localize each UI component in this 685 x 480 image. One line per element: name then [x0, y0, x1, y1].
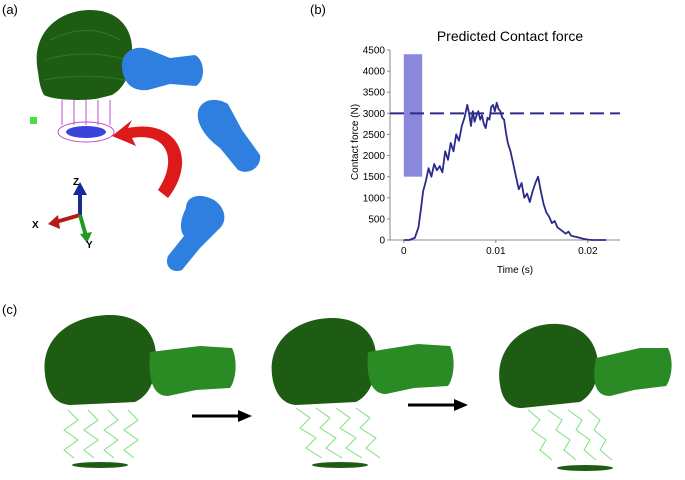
base-plate: [557, 465, 613, 471]
x-tick-label: 0: [401, 246, 407, 257]
axis-label-z: Z: [73, 177, 79, 188]
y-axis-label: Contact force (N): [350, 104, 361, 180]
shaded-band: [403, 54, 423, 177]
y-tick-label: 3500: [363, 88, 386, 99]
panel-c-sequence: [44, 315, 672, 471]
rotation-arrow: [112, 120, 183, 198]
y-tick-label: 2000: [363, 151, 386, 162]
x-tick-label: 0.02: [578, 246, 598, 257]
fist-position-3: [166, 195, 225, 272]
y-tick-label: 3000: [363, 109, 386, 120]
sequence-arrow-1: [192, 410, 252, 422]
series-line: [403, 101, 607, 241]
chart-title: Predicted Contact force: [437, 28, 584, 44]
coordinate-axes: Z X Y: [32, 177, 93, 251]
sequence-arrow-2: [408, 399, 468, 411]
y-tick-label: 4000: [363, 67, 386, 78]
y-tick-label: 4500: [363, 46, 386, 57]
panel-a-illustration: Z X Y: [30, 10, 261, 272]
y-tick-label: 500: [368, 214, 385, 225]
spring-array: [527, 409, 613, 461]
frame-3: [499, 323, 672, 471]
y-tick-label: 0: [379, 236, 385, 247]
head-model: [36, 10, 133, 100]
spring-base: [57, 100, 115, 143]
axis-label-y: Y: [86, 240, 93, 251]
fist-contact: [122, 47, 204, 91]
fist-position-2: [197, 99, 261, 172]
contact-force-chart: Predicted Contact force 0 500 1000 1500 2000…: [350, 28, 620, 275]
base-plate: [72, 462, 128, 468]
base-plate: [312, 462, 368, 468]
spring-array: [63, 409, 139, 459]
x-tick-label: 0.01: [486, 246, 506, 257]
y-tick-label: 1000: [363, 193, 386, 204]
spring-array: [295, 407, 381, 459]
frame-2: [271, 318, 454, 468]
y-tick-label: 1500: [363, 172, 386, 183]
axis-label-x: X: [32, 220, 39, 231]
panel-label-a: (a): [2, 2, 18, 17]
panel-label-b: (b): [310, 2, 326, 17]
marker: [30, 117, 37, 124]
x-axis-label: Time (s): [497, 265, 533, 275]
frame-1: [44, 315, 236, 468]
panel-label-c: (c): [2, 302, 18, 317]
y-tick-label: 2500: [363, 130, 386, 141]
